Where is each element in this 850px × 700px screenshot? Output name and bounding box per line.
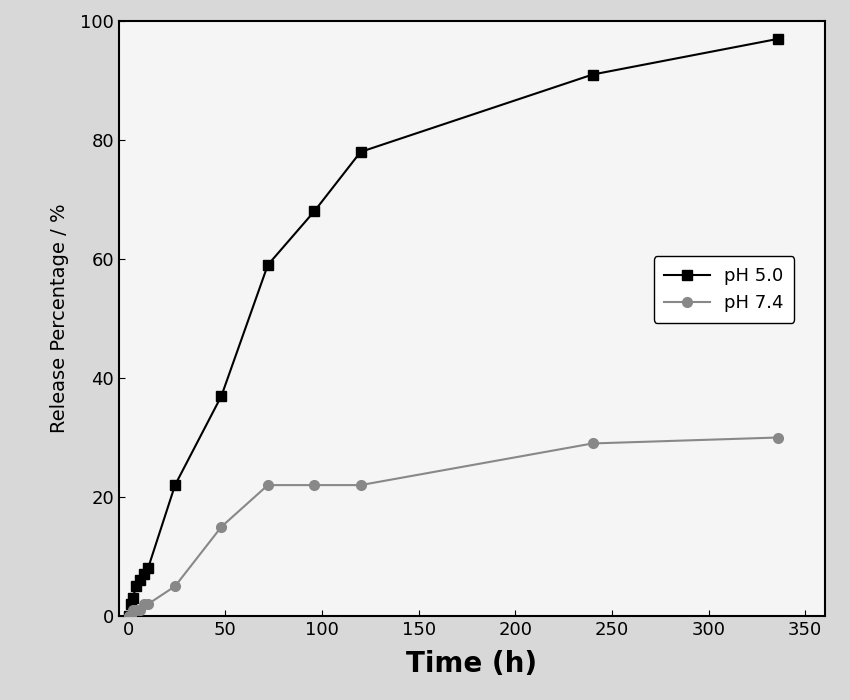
pH 5.0 xyxy=(170,481,180,489)
pH 7.4 xyxy=(131,606,141,615)
pH 5.0 xyxy=(773,34,783,43)
pH 7.4 xyxy=(309,481,320,489)
pH 5.0 xyxy=(263,260,273,269)
pH 7.4 xyxy=(217,522,227,531)
pH 7.4 xyxy=(170,582,180,591)
Y-axis label: Release Percentage / %: Release Percentage / % xyxy=(50,204,69,433)
pH 7.4 xyxy=(355,481,366,489)
Legend: pH 5.0, pH 7.4: pH 5.0, pH 7.4 xyxy=(654,256,794,323)
Line: pH 5.0: pH 5.0 xyxy=(124,34,783,621)
pH 5.0 xyxy=(135,576,145,584)
pH 5.0 xyxy=(355,148,366,156)
pH 7.4 xyxy=(773,433,783,442)
pH 7.4 xyxy=(126,612,136,620)
X-axis label: Time (h): Time (h) xyxy=(406,650,537,678)
pH 5.0 xyxy=(139,570,150,578)
pH 5.0 xyxy=(128,594,138,602)
pH 7.4 xyxy=(263,481,273,489)
pH 7.4 xyxy=(587,440,598,448)
pH 5.0 xyxy=(309,207,320,216)
pH 5.0 xyxy=(131,582,141,591)
pH 5.0 xyxy=(123,612,133,620)
pH 7.4 xyxy=(135,606,145,615)
pH 5.0 xyxy=(126,600,136,608)
pH 7.4 xyxy=(123,612,133,620)
pH 7.4 xyxy=(143,600,153,608)
Line: pH 7.4: pH 7.4 xyxy=(124,433,783,621)
pH 5.0 xyxy=(587,70,598,78)
pH 7.4 xyxy=(128,606,138,615)
pH 5.0 xyxy=(217,392,227,400)
pH 7.4 xyxy=(139,600,150,608)
pH 5.0 xyxy=(143,564,153,573)
